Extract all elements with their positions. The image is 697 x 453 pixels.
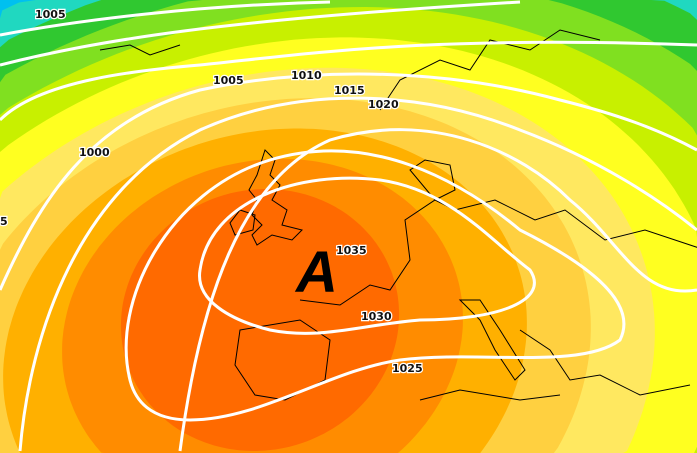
isobar-label-1030: 1030 <box>361 310 392 323</box>
high-pressure-marker: A <box>294 240 338 305</box>
isobar-labels: 1005 1005 1010 1015 1020 1000 1035 1030 … <box>0 7 424 377</box>
isobar-label-1000: 1000 <box>79 146 110 159</box>
isobar-label-1010: 1010 <box>291 69 322 82</box>
isobar-label-1005-top: 1005 <box>35 8 66 21</box>
isobar-label-1015: 1015 <box>334 84 365 97</box>
isobar-label-1005: 1005 <box>213 74 244 87</box>
isobar-label-partial: 5 <box>0 215 8 228</box>
isobar-label-1020: 1020 <box>368 98 399 111</box>
isobar-label-1035: 1035 <box>336 244 367 257</box>
isobar-label-1025: 1025 <box>392 362 423 375</box>
